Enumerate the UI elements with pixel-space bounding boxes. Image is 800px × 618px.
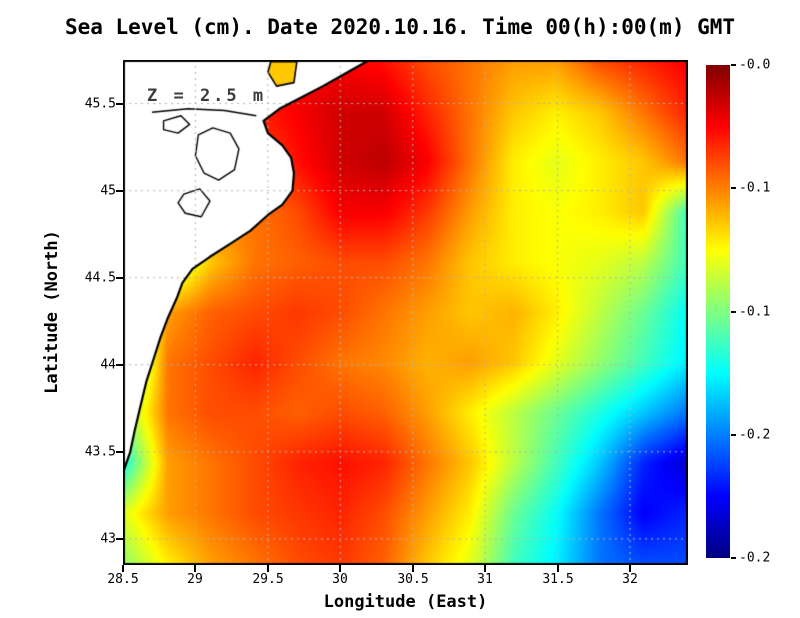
x-tick-mark: [484, 565, 486, 572]
colorbar-label: -0.2: [739, 550, 771, 566]
colorbar-label: -0.1: [739, 304, 771, 320]
x-tick-mark: [339, 565, 341, 572]
colorbar-tick: [731, 64, 736, 66]
y-tick-label: 45: [100, 183, 116, 199]
colorbar: [706, 65, 730, 558]
x-tick-label: 32: [622, 572, 638, 587]
x-tick-mark: [122, 565, 124, 572]
colorbar-tick: [731, 311, 736, 313]
y-tick-label: 43.5: [84, 444, 116, 460]
y-tick-mark: [116, 538, 123, 540]
y-tick-mark: [116, 451, 123, 453]
chart-title: Sea Level (cm). Date 2020.10.16. Time 00…: [64, 15, 736, 39]
y-tick-mark: [116, 103, 123, 105]
plot-area: Z = 2.5 m: [123, 60, 688, 565]
y-tick-mark: [116, 277, 123, 279]
x-tick-label: 30: [332, 572, 348, 587]
x-tick-label: 30.5: [397, 572, 429, 587]
x-tick-mark: [629, 565, 631, 572]
x-tick-mark: [557, 565, 559, 572]
y-tick-label: 45.5: [84, 96, 116, 112]
x-tick-label: 29.5: [252, 572, 284, 587]
x-tick-mark: [412, 565, 414, 572]
x-tick-mark: [267, 565, 269, 572]
y-tick-label: 44: [100, 357, 116, 373]
x-tick-label: 29: [187, 572, 203, 587]
colorbar-label: -0.1: [739, 180, 771, 196]
x-tick-label: 31: [477, 572, 493, 587]
x-tick-label: 28.5: [107, 572, 139, 587]
x-axis-label: Longitude (East): [323, 592, 488, 612]
y-axis-label: Latitude (North): [42, 230, 62, 394]
colorbar-tick: [731, 557, 736, 559]
x-tick-label: 31.5: [542, 572, 574, 587]
y-tick-label: 44.5: [84, 270, 116, 286]
colorbar-tick: [731, 434, 736, 436]
y-tick-mark: [116, 190, 123, 192]
y-tick-label: 43: [100, 531, 116, 547]
heatmap-canvas: [123, 60, 688, 565]
depth-annotation: Z = 2.5 m: [147, 86, 267, 106]
y-tick-mark: [116, 364, 123, 366]
colorbar-label: -0.0: [739, 57, 771, 73]
colorbar-tick: [731, 187, 736, 189]
colorbar-label: -0.2: [739, 427, 771, 443]
x-tick-mark: [194, 565, 196, 572]
